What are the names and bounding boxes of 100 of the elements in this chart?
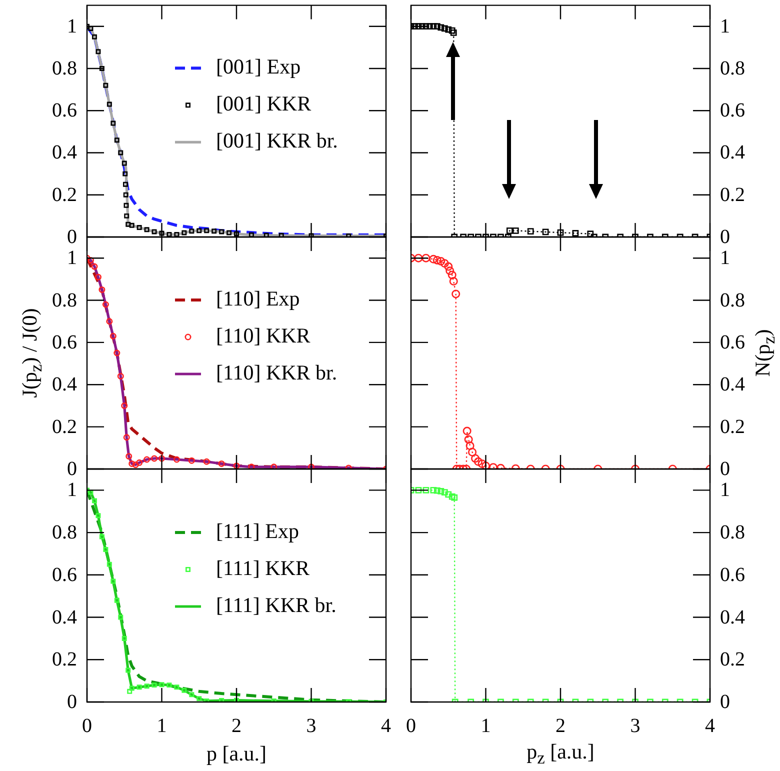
point bbox=[110, 332, 116, 340]
point bbox=[94, 274, 102, 280]
point bbox=[126, 668, 131, 673]
point bbox=[445, 26, 452, 33]
y-tick-label: 0.8 bbox=[52, 289, 77, 312]
x-tick-label: 4 bbox=[705, 715, 715, 737]
point bbox=[278, 233, 284, 237]
point bbox=[557, 229, 564, 236]
point bbox=[123, 192, 128, 198]
point bbox=[144, 227, 150, 232]
legend-label: [001] Exp bbox=[216, 54, 301, 79]
legend-label: [111] KKR br. bbox=[216, 593, 336, 618]
point bbox=[422, 254, 430, 262]
point bbox=[308, 464, 314, 469]
point bbox=[136, 684, 142, 690]
point bbox=[88, 490, 94, 495]
point bbox=[132, 462, 139, 468]
point bbox=[527, 228, 534, 235]
point bbox=[106, 562, 112, 567]
point bbox=[166, 232, 172, 237]
point bbox=[98, 286, 106, 293]
legend-label: [001] KKR br. bbox=[216, 128, 338, 153]
point bbox=[122, 171, 128, 176]
point bbox=[166, 682, 172, 688]
point bbox=[87, 256, 94, 264]
point bbox=[233, 462, 240, 469]
point bbox=[136, 459, 143, 466]
point bbox=[92, 498, 97, 504]
point bbox=[122, 160, 127, 166]
point bbox=[159, 230, 164, 236]
point bbox=[129, 222, 134, 228]
point bbox=[127, 688, 132, 694]
point bbox=[219, 229, 224, 234]
point bbox=[99, 66, 104, 71]
x-tick-label: 3 bbox=[306, 715, 316, 737]
point bbox=[173, 456, 180, 463]
x-tick-label: 0 bbox=[82, 715, 92, 737]
y-tick-label: 0.4 bbox=[52, 606, 77, 628]
point bbox=[123, 182, 128, 187]
point bbox=[124, 213, 130, 218]
point bbox=[126, 222, 131, 227]
y-tick-label: 0.6 bbox=[52, 564, 77, 586]
point bbox=[91, 263, 98, 270]
y-tick-label: 0.2 bbox=[52, 184, 77, 206]
y-tick-label: 0.8 bbox=[52, 522, 77, 544]
x-tick-label: 3 bbox=[630, 715, 640, 737]
point bbox=[572, 230, 579, 236]
point bbox=[110, 120, 116, 126]
point bbox=[434, 487, 440, 494]
point bbox=[102, 301, 109, 308]
point bbox=[415, 486, 422, 494]
point bbox=[122, 636, 127, 641]
y-tick-label: 0.6 bbox=[720, 331, 745, 354]
point bbox=[422, 486, 430, 494]
point bbox=[248, 464, 255, 469]
point bbox=[448, 27, 456, 34]
point bbox=[144, 456, 150, 463]
point bbox=[441, 489, 448, 496]
point bbox=[438, 488, 444, 494]
point bbox=[159, 682, 164, 688]
y-tick-label: 0 bbox=[720, 458, 730, 480]
point bbox=[128, 460, 136, 467]
point bbox=[449, 277, 458, 286]
x-tick-label: 4 bbox=[381, 715, 391, 737]
point bbox=[451, 494, 458, 501]
y-tick-label: 0.8 bbox=[52, 57, 77, 80]
x-axis-title: p$_{z}$ [a.u.] bbox=[526, 739, 594, 769]
point bbox=[196, 228, 202, 234]
x-tick-label: 0 bbox=[406, 715, 416, 737]
point bbox=[448, 493, 456, 500]
point bbox=[587, 230, 594, 237]
y-tick-label: 0.6 bbox=[720, 564, 745, 586]
point bbox=[270, 464, 278, 469]
point bbox=[106, 102, 112, 107]
point bbox=[136, 225, 142, 230]
legend-label: [110] Exp bbox=[216, 286, 300, 311]
point bbox=[445, 491, 452, 498]
point bbox=[218, 460, 225, 467]
point bbox=[212, 228, 217, 234]
point bbox=[436, 257, 446, 266]
point bbox=[182, 230, 187, 236]
point bbox=[452, 290, 460, 298]
point bbox=[434, 23, 440, 30]
legend-label: [110] KKR br. bbox=[216, 360, 338, 385]
point bbox=[271, 698, 276, 702]
point bbox=[226, 230, 232, 236]
y-tick-label: 1 bbox=[720, 15, 730, 38]
point bbox=[542, 228, 549, 236]
y-tick-label: 0.2 bbox=[720, 416, 745, 438]
point bbox=[429, 254, 438, 264]
x-tick-label: 2 bbox=[556, 715, 566, 737]
point bbox=[151, 455, 158, 462]
point bbox=[114, 598, 120, 603]
y-tick-label: 0.4 bbox=[720, 606, 745, 628]
point bbox=[441, 25, 448, 32]
point bbox=[440, 259, 449, 268]
point bbox=[188, 457, 195, 464]
point bbox=[234, 231, 239, 236]
y-tick-label: 0 bbox=[67, 691, 77, 713]
y-tick-label: 1 bbox=[67, 479, 77, 502]
